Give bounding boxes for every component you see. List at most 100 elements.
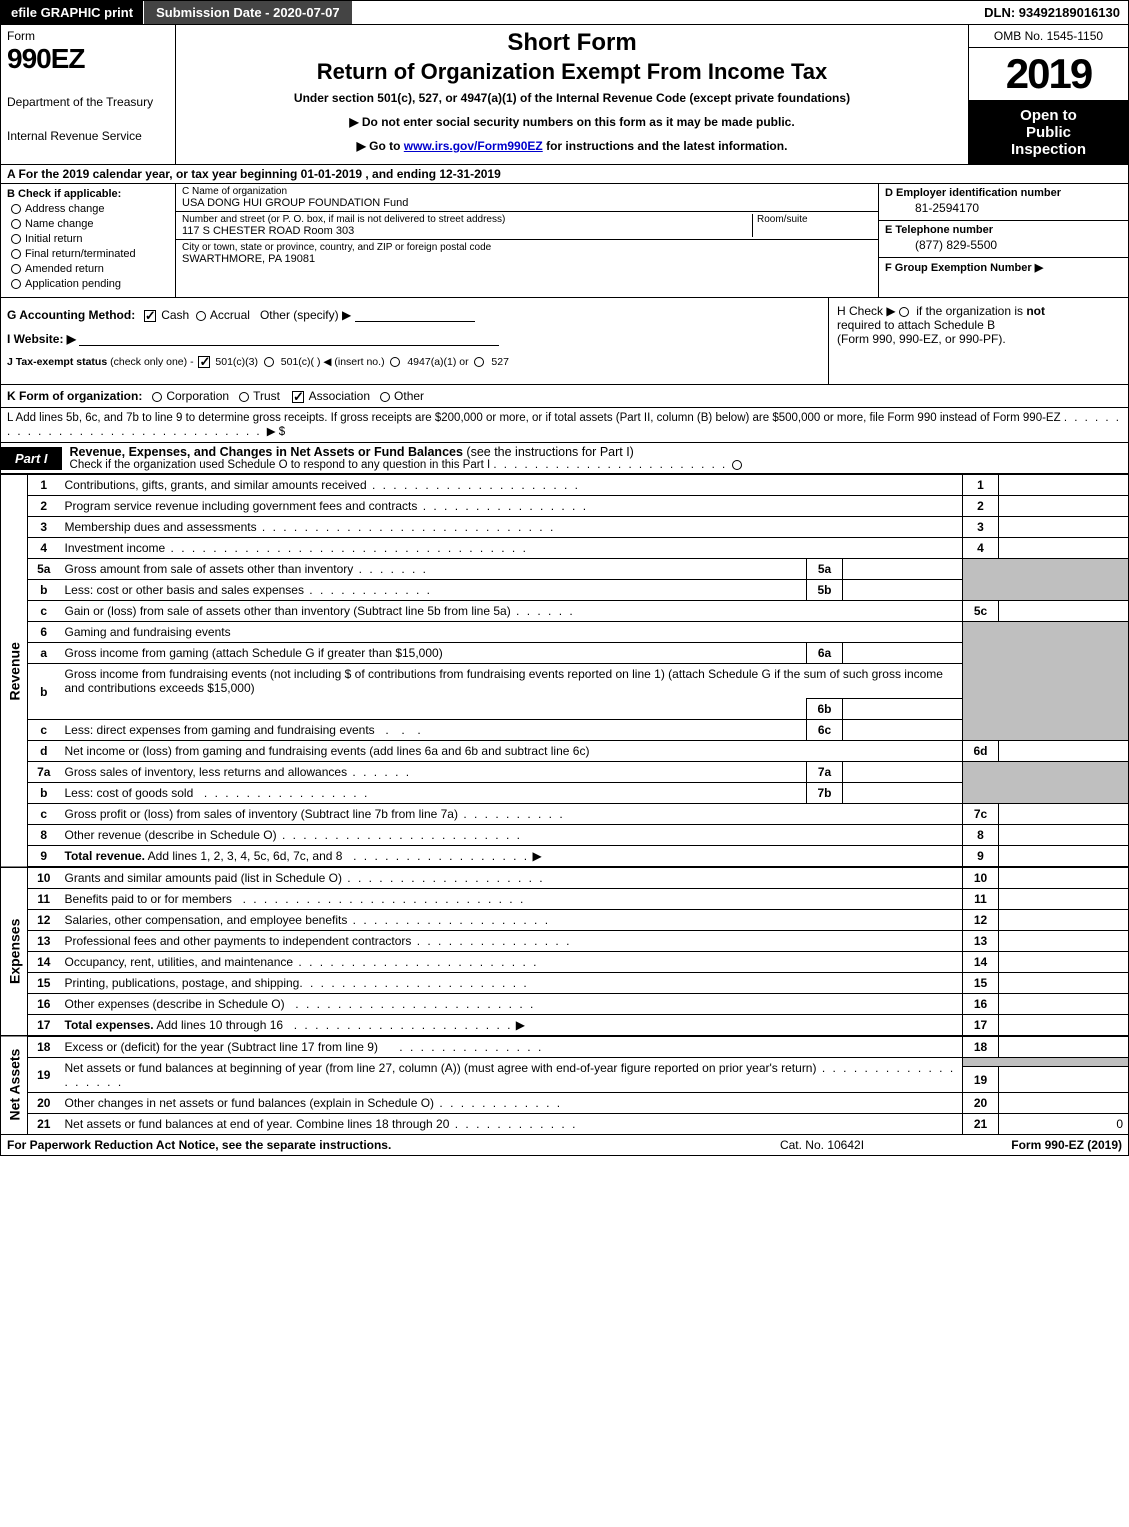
form-title: Return of Organization Exempt From Incom… [184,59,960,85]
l17-desc: Total expenses. Add lines 10 through 16 … [60,1015,963,1037]
l7a-subamt[interactable] [843,762,963,783]
line-5b: b Less: cost or other basis and sales ex… [1,580,1129,601]
l5a-subamt[interactable] [843,559,963,580]
opt-application-pending[interactable]: Application pending [11,278,169,290]
h-text1: H Check ▶ [837,304,896,318]
501c3-checkbox[interactable] [198,356,210,368]
h-radio[interactable] [899,307,909,317]
l5c-amt[interactable] [999,601,1129,622]
l20-amt[interactable] [999,1093,1129,1114]
opt-name-change[interactable]: Name change [11,218,169,230]
l14-box: 14 [963,952,999,973]
l6a-subamt[interactable] [843,643,963,664]
l7b-subamt[interactable] [843,783,963,804]
line-21: 21 Net assets or fund balances at end of… [1,1114,1129,1135]
501c-radio[interactable] [264,357,274,367]
opt-text: Final return/terminated [25,248,136,260]
l14-amt[interactable] [999,952,1129,973]
opt-text: Application pending [25,278,121,290]
form-page-ref: Form 990-EZ (2019) [922,1138,1122,1152]
l3-amt[interactable] [999,517,1129,538]
line-2: 2 Program service revenue including gove… [1,496,1129,517]
l6d-amt[interactable] [999,741,1129,762]
website-input[interactable] [79,332,499,346]
part1-sub: Check if the organization used Schedule … [70,459,1120,471]
l6c-subamt[interactable] [843,720,963,741]
l10-amt[interactable] [999,867,1129,889]
insp3: Inspection [1011,141,1086,158]
l5a-sub: 5a [807,559,843,580]
l11-num: 11 [28,889,60,910]
line-13: 13 Professional fees and other payments … [1,931,1129,952]
l3-box: 3 [963,517,999,538]
j-label: J Tax-exempt status [7,356,107,368]
l16-amt[interactable] [999,994,1129,1015]
l12-num: 12 [28,910,60,931]
l1-amt[interactable] [999,475,1129,496]
l6a-sub: 6a [807,643,843,664]
shaded-6 [963,622,1129,741]
opt-text: Amended return [25,263,104,275]
trust-radio[interactable] [239,392,249,402]
527-radio[interactable] [474,357,484,367]
l8-amt[interactable] [999,825,1129,846]
k-label: K Form of organization: [7,389,142,403]
l7c-amt[interactable] [999,804,1129,825]
l16-num: 16 [28,994,60,1015]
l13-amt[interactable] [999,931,1129,952]
org-name: USA DONG HUI GROUP FOUNDATION Fund [182,197,872,209]
opt-amended-return[interactable]: Amended return [11,263,169,275]
cash-checkbox[interactable] [144,310,156,322]
l6-num: 6 [28,622,60,643]
circle-icon [11,234,21,244]
4947-radio[interactable] [390,357,400,367]
l13-desc: Professional fees and other payments to … [60,931,963,952]
accrual-radio[interactable] [196,311,206,321]
l5b-sub: 5b [807,580,843,601]
l7c-desc: Gross profit or (loss) from sales of inv… [60,804,963,825]
l9-box: 9 [963,846,999,868]
l7b-desc: Less: cost of goods sold . . . . . . . .… [60,783,807,804]
city-label: City or town, state or province, country… [182,242,872,253]
l15-amt[interactable] [999,973,1129,994]
l19-amt[interactable] [999,1066,1129,1092]
line-6d: d Net income or (loss) from gaming and f… [1,741,1129,762]
line-5c: c Gain or (loss) from sale of assets oth… [1,601,1129,622]
l16-box: 16 [963,994,999,1015]
website-row: I Website: ▶ [7,332,822,346]
assoc-checkbox[interactable] [292,391,304,403]
section-k: K Form of organization: Corporation Trus… [0,385,1129,408]
l6b-desc1: Gross income from fundraising events (no… [60,664,963,699]
other-radio[interactable] [380,392,390,402]
l18-amt[interactable] [999,1036,1129,1058]
accrual-label: Accrual [210,308,250,322]
b-label: B Check if applicable: [7,188,169,200]
l20-num: 20 [28,1093,60,1114]
other-label: Other (specify) ▶ [260,308,351,322]
l6b-subamt[interactable] [843,699,963,720]
opt-initial-return[interactable]: Initial return [11,233,169,245]
l9-amt[interactable] [999,846,1129,868]
part1-title-text: Revenue, Expenses, and Changes in Net As… [70,445,463,459]
ein-cell: D Employer identification number 81-2594… [879,184,1128,221]
corp-radio[interactable] [152,392,162,402]
l5b-subamt[interactable] [843,580,963,601]
l2-amt[interactable] [999,496,1129,517]
l17-amt[interactable] [999,1015,1129,1037]
part1-sched-o-radio[interactable] [732,460,742,470]
l12-amt[interactable] [999,910,1129,931]
org-name-row: C Name of organization USA DONG HUI GROU… [176,184,878,212]
l-arrow: ▶ $ [267,426,285,438]
section-l: L Add lines 5b, 6c, and 7b to line 9 to … [0,408,1129,443]
l11-amt[interactable] [999,889,1129,910]
ein-label: D Employer identification number [885,187,1122,199]
irs-link[interactable]: www.irs.gov/Form990EZ [404,139,543,153]
l4-amt[interactable] [999,538,1129,559]
l6b-num: b [28,664,60,720]
other-specify-input[interactable] [355,308,475,322]
g-label: G Accounting Method: [7,308,135,322]
l19-num: 19 [28,1058,60,1093]
opt-address-change[interactable]: Address change [11,203,169,215]
efile-print-button[interactable]: efile GRAPHIC print [1,1,144,24]
opt-final-return[interactable]: Final return/terminated [11,248,169,260]
